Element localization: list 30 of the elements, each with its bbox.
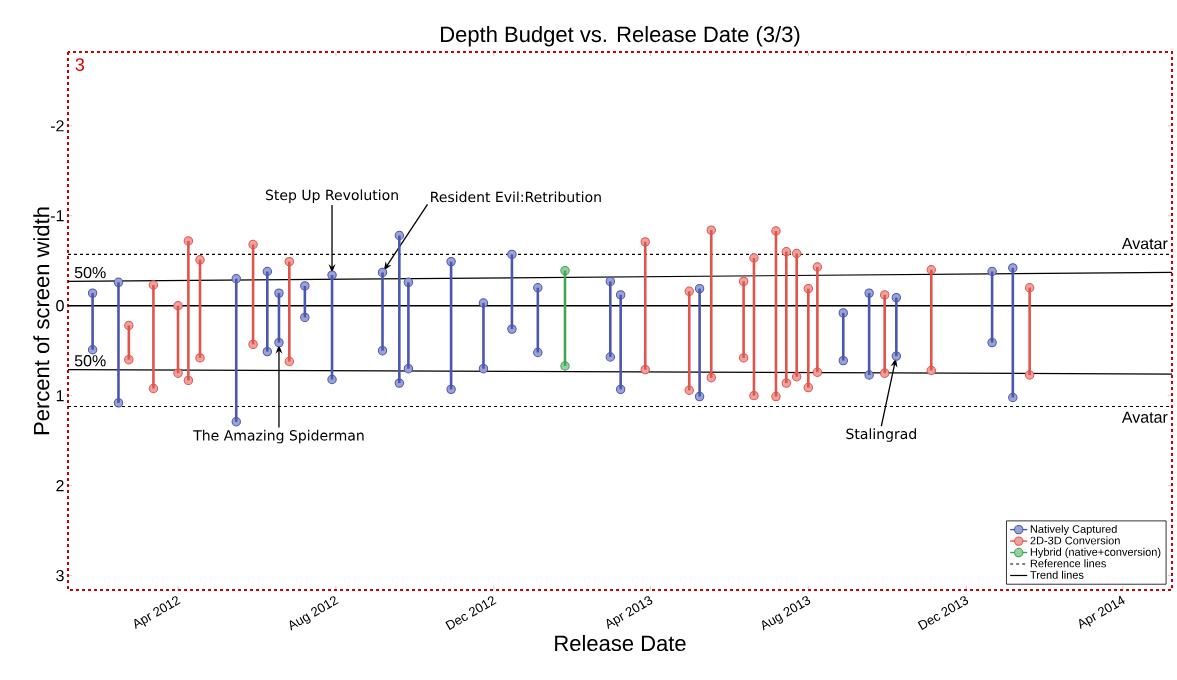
y-tick-label: 1 [56,390,64,402]
legend-label: Natively Captured [1030,524,1117,536]
y-tick-label: 0 [56,300,64,312]
y-tick-label: -2 [50,120,64,132]
x-tick-label: Aug 2012 [289,596,339,631]
annotation: 3 [75,58,85,71]
legend-label: Trend lines [1030,570,1084,579]
y-tick-label: 3 [56,569,64,582]
annotation: Resident Evil:Retribution [431,191,601,203]
y-axis-title: Percent of screen width [33,207,50,435]
chart-title: Depth Budget vs. Release Date (3/3) [441,25,800,47]
annotation: Step Up Revolution [265,189,398,203]
annotation: 50% [74,266,106,279]
legend-label: Hybrid (native+conversion) [1030,547,1161,559]
x-axis-title: Release Date [555,634,686,652]
legend-label: 2D-3D Conversion [1030,536,1120,545]
annotation: 50% [74,355,106,367]
x-tick-label: Dec 2012 [445,596,497,630]
annotation: Avatar [1121,238,1168,250]
x-tick-label: Apr 2013 [606,596,653,630]
x-tick-label: Aug 2013 [762,596,811,631]
y-tick-label: -1 [50,210,64,222]
legend-label: Reference lines [1030,559,1106,568]
annotation: The Amazing Spiderman [193,429,364,444]
y-tick-label: 2 [56,480,64,492]
annotation: Avatar [1121,411,1168,423]
x-tick-label: Apr 2014 [1079,595,1125,630]
x-tick-label: Apr 2012 [134,596,181,630]
x-tick-label: Dec 2013 [917,596,969,630]
annotation: Stalingrad [846,428,916,442]
